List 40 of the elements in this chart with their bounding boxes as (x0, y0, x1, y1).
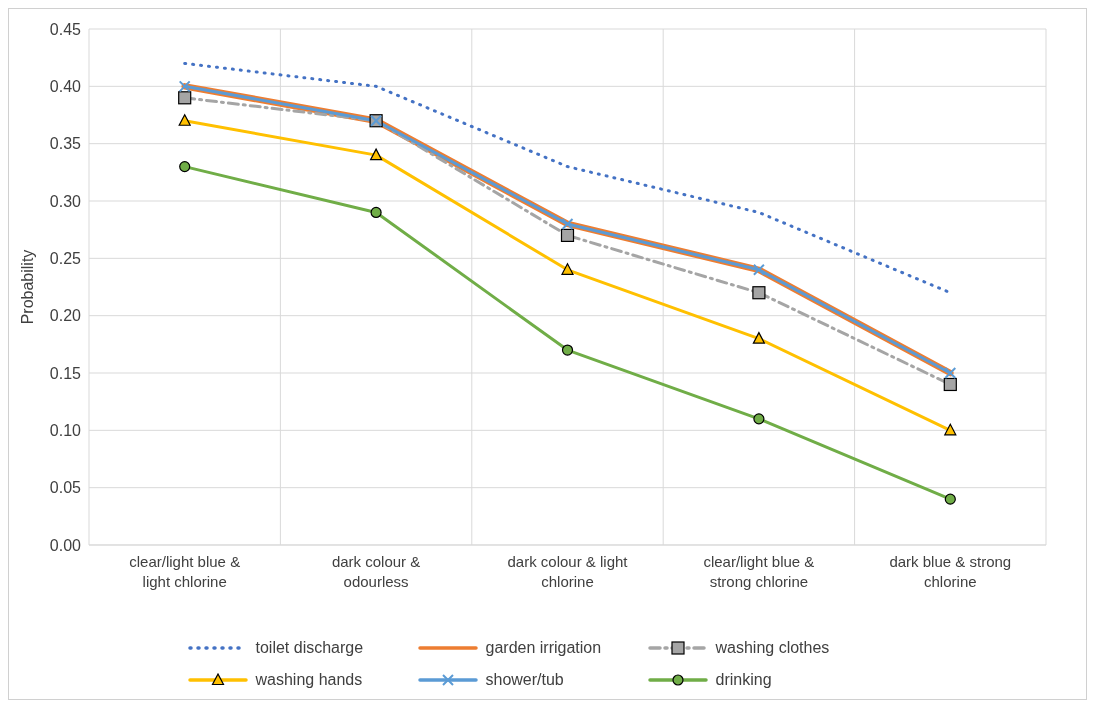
point (944, 423, 957, 436)
x-tick-label: dark colour & light chlorine (507, 553, 629, 590)
y-tick-label: 0.25 (49, 250, 82, 268)
legend-label: shower/tub (485, 671, 564, 689)
x-tick-label: clear/light blue & light chlorine (129, 553, 241, 590)
point (752, 286, 766, 300)
legend-label: drinking (715, 671, 772, 689)
legend-label: garden irrigation (485, 639, 602, 657)
y-tick-label: 0.10 (49, 422, 82, 440)
legend-label: washing clothes (715, 639, 830, 657)
point (943, 377, 957, 392)
point (560, 228, 575, 242)
point (561, 263, 574, 275)
point (944, 493, 956, 505)
point (752, 332, 765, 344)
y-tick-label: 0.30 (49, 192, 82, 210)
point (370, 206, 382, 219)
y-tick-label: 0.05 (49, 479, 82, 497)
x-tick-label: clear/light blue & strong chlorine (703, 553, 815, 590)
y-tick-label: 0.45 (49, 20, 82, 38)
point (179, 161, 191, 173)
point (944, 367, 957, 379)
legend-label: washing hands (255, 671, 363, 689)
point (178, 114, 191, 126)
y-axis-title: Probability (18, 249, 36, 325)
point (753, 413, 765, 425)
point (178, 91, 192, 105)
point (561, 344, 574, 356)
point (370, 148, 383, 161)
x-tick-label: dark blue & strong chlorine (889, 553, 1012, 590)
point (752, 263, 765, 276)
x-tick-label: dark colour & odourless (331, 553, 421, 590)
legend-label: toilet discharge (255, 639, 364, 657)
y-tick-label: 0.00 (49, 536, 82, 554)
y-tick-label: 0.35 (49, 135, 82, 153)
y-tick-label: 0.40 (49, 78, 82, 96)
point (178, 80, 191, 93)
y-tick-label: 0.20 (49, 307, 82, 325)
y-tick-label: 0.15 (49, 364, 82, 382)
point (561, 217, 574, 230)
